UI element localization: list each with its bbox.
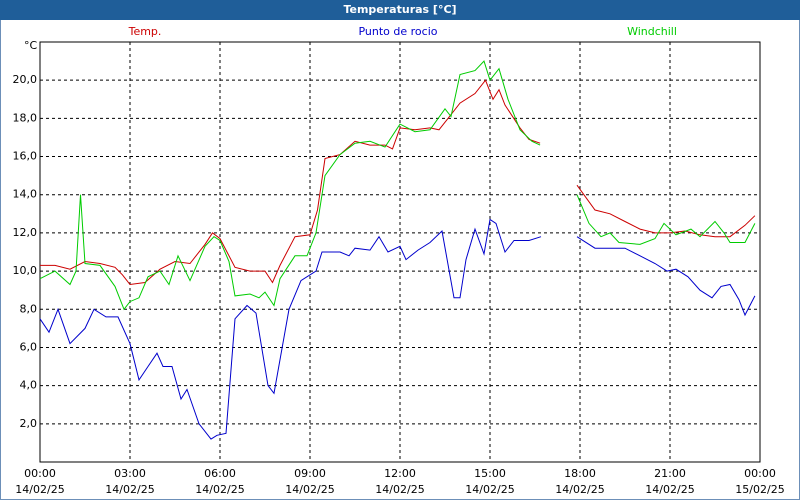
x-tick-date: 15/02/25 (735, 483, 784, 496)
x-tick-date: 14/02/25 (555, 483, 604, 496)
y-tick-label: 4,0 (20, 379, 38, 392)
legend-label: Windchill (627, 25, 677, 38)
chart-title: Temperaturas [°C] (343, 3, 456, 16)
x-tick-date: 14/02/25 (15, 483, 64, 496)
y-tick-label: 16,0 (13, 150, 38, 163)
x-tick-date: 14/02/25 (645, 483, 694, 496)
y-tick-label: 6,0 (20, 340, 38, 353)
x-tick-label: 21:00 (654, 467, 686, 480)
x-tick-label: 03:00 (114, 467, 146, 480)
x-tick-label: 15:00 (474, 467, 506, 480)
y-tick-label: 8,0 (20, 302, 38, 315)
legend-label: Temp. (128, 25, 162, 38)
x-tick-label: 06:00 (204, 467, 236, 480)
y-unit: °C (24, 39, 38, 52)
x-tick-date: 14/02/25 (195, 483, 244, 496)
y-tick-label: 14,0 (13, 188, 38, 201)
x-tick-label: 00:00 (24, 467, 56, 480)
x-tick-label: 00:00 (744, 467, 776, 480)
y-tick-label: 10,0 (13, 264, 38, 277)
x-tick-date: 14/02/25 (465, 483, 514, 496)
y-tick-label: 2,0 (20, 417, 38, 430)
x-tick-label: 09:00 (294, 467, 326, 480)
y-tick-label: 18,0 (13, 111, 38, 124)
x-tick-label: 12:00 (384, 467, 416, 480)
series-line (39, 60, 756, 311)
y-tick-label: 12,0 (13, 226, 38, 239)
plot-border (39, 41, 761, 463)
series-line (39, 218, 756, 440)
series-line (40, 79, 756, 286)
x-tick-date: 14/02/25 (105, 483, 154, 496)
x-tick-date: 14/02/25 (285, 483, 334, 496)
x-tick-label: 18:00 (564, 467, 596, 480)
legend-label: Punto de rocio (358, 25, 437, 38)
x-tick-date: 14/02/25 (375, 483, 424, 496)
title-bar (0, 0, 800, 20)
y-tick-label: 20,0 (13, 73, 38, 86)
